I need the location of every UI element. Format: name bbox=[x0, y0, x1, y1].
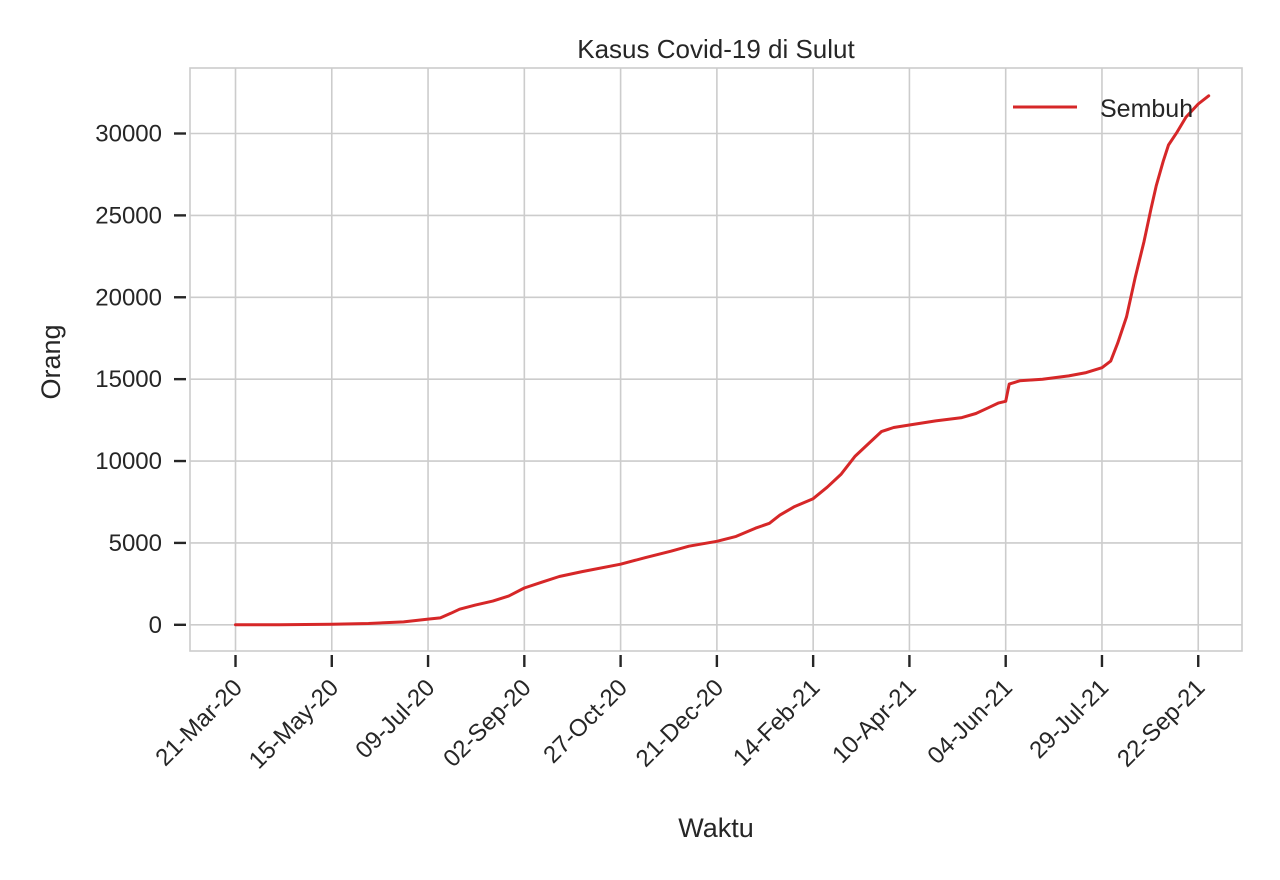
y-tick-label: 30000 bbox=[95, 121, 162, 148]
y-tick-label: 10000 bbox=[95, 448, 162, 475]
y-axis: 0 5000 10000 15000 20000 25000 30000 bbox=[95, 121, 186, 639]
legend: Sembuh bbox=[1013, 95, 1193, 123]
y-tick-label: 0 bbox=[149, 612, 162, 639]
grid-lines bbox=[190, 68, 1242, 651]
series-line-sembuh bbox=[234, 94, 1211, 627]
legend-label-sembuh: Sembuh bbox=[1100, 95, 1193, 123]
series-group bbox=[234, 94, 1211, 627]
plot-frame bbox=[189, 67, 1243, 652]
y-axis-label: Orang bbox=[36, 324, 66, 399]
y-tick-label: 5000 bbox=[109, 530, 162, 557]
y-tick-label: 20000 bbox=[95, 284, 162, 311]
x-axis-label: Waktu bbox=[678, 813, 754, 843]
y-tick-label: 25000 bbox=[95, 202, 162, 229]
y-tick-label: 15000 bbox=[95, 366, 162, 393]
chart-title: Kasus Covid-19 di Sulut bbox=[577, 34, 855, 64]
